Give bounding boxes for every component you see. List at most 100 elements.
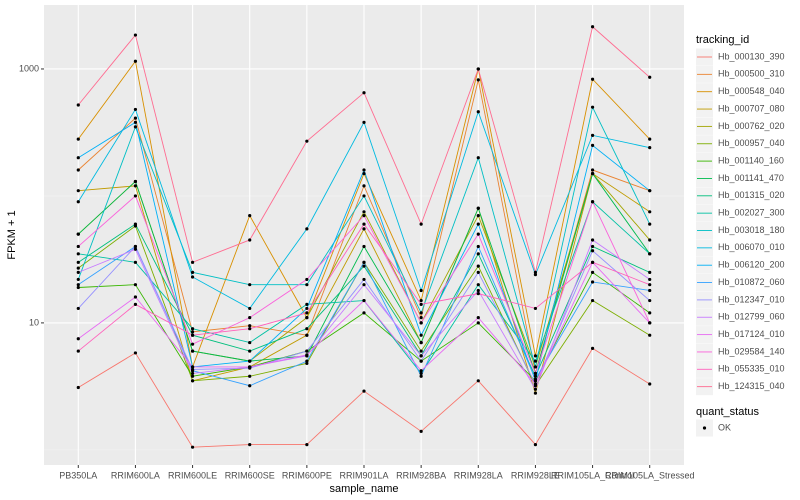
data-point: [76, 252, 80, 256]
data-point: [533, 443, 538, 447]
legend-label: Hb_124315_040: [718, 381, 785, 391]
data-point: [305, 283, 309, 287]
data-point: [133, 295, 138, 299]
legend-label: Hb_000500_310: [718, 69, 785, 79]
data-point: [533, 371, 538, 376]
data-point: [476, 206, 480, 210]
x-tick-label: RRIM928BA: [396, 470, 446, 480]
y-axis-title: FPKM + 1: [6, 210, 18, 259]
data-point: [133, 179, 138, 184]
data-point: [648, 311, 652, 315]
legend-label: Hb_006070_010: [718, 242, 785, 252]
legend-label: Hb_010872_060: [718, 277, 785, 287]
data-point: [362, 222, 366, 226]
data-point: [133, 302, 138, 306]
data-point: [362, 168, 366, 172]
data-point: [533, 359, 538, 363]
data-point: [419, 311, 423, 315]
data-point: [476, 321, 480, 325]
data-point: [419, 354, 423, 358]
data-point: [590, 249, 595, 253]
data-point: [419, 302, 423, 306]
data-point: [190, 379, 195, 383]
data-point: [533, 391, 538, 395]
data-point: [590, 200, 595, 204]
data-point: [590, 133, 595, 137]
data-point: [133, 247, 138, 251]
data-point: [590, 238, 595, 242]
data-point: [305, 302, 309, 306]
data-point: [190, 371, 195, 376]
data-point: [476, 252, 480, 256]
data-point: [419, 359, 423, 363]
legend-label: Hb_000707_080: [718, 103, 785, 113]
data-point: [476, 78, 480, 82]
data-point: [533, 270, 538, 274]
data-point: [533, 273, 538, 277]
y-tick-label: 10: [29, 317, 39, 327]
data-point: [590, 25, 595, 29]
data-point: [533, 354, 538, 358]
data-point: [76, 349, 80, 353]
data-point: [248, 340, 252, 345]
x-tick-label: RRIM901LA: [339, 470, 388, 480]
data-point: [190, 349, 195, 353]
data-point: [76, 283, 80, 287]
legend-label: Hb_017124_010: [718, 329, 785, 339]
legend-title: quant_status: [696, 406, 759, 418]
data-point: [476, 379, 480, 383]
data-point: [305, 306, 309, 311]
x-tick-label: RRIM600PE: [282, 470, 332, 480]
data-point: [362, 389, 366, 393]
data-point: [248, 324, 252, 328]
data-point: [76, 260, 80, 264]
data-point: [476, 110, 480, 114]
data-point: [362, 120, 366, 124]
data-point: [76, 270, 80, 274]
data-point: [362, 264, 366, 268]
data-point: [476, 213, 480, 218]
data-point: [648, 283, 652, 287]
data-point: [76, 337, 80, 341]
data-point: [305, 139, 309, 143]
legend-label: Hb_001141_470: [718, 173, 784, 183]
data-point: [362, 91, 366, 95]
data-point: [76, 385, 80, 390]
legend-swatch: [702, 426, 707, 430]
legend-label: Hb_012347_010: [718, 294, 785, 304]
data-point: [133, 260, 138, 264]
data-point: [533, 377, 538, 381]
data-point: [362, 227, 366, 231]
data-point: [305, 316, 309, 320]
data-point: [305, 311, 309, 315]
data-point: [419, 288, 423, 293]
data-point: [648, 333, 652, 337]
data-point: [305, 349, 309, 353]
data-point: [362, 311, 366, 315]
data-point: [419, 316, 423, 320]
data-point: [133, 222, 138, 226]
data-point: [476, 288, 480, 293]
data-point: [133, 184, 138, 188]
data-point: [248, 316, 252, 320]
data-point: [76, 244, 80, 249]
data-point: [133, 59, 138, 63]
data-point: [76, 306, 80, 311]
data-point: [76, 137, 80, 141]
data-point: [305, 359, 309, 363]
data-point: [190, 365, 195, 369]
data-point: [362, 244, 366, 249]
data-point: [133, 244, 138, 249]
data-point: [133, 194, 138, 198]
data-point: [533, 365, 538, 369]
data-point: [305, 353, 309, 357]
x-tick-label: RRIM600SE: [225, 470, 275, 480]
data-point: [190, 342, 195, 346]
legend-label: Hb_000957_040: [718, 138, 785, 148]
data-point: [362, 298, 366, 303]
data-point: [76, 200, 80, 204]
data-point: [248, 359, 252, 363]
data-point: [305, 361, 309, 365]
data-point: [476, 222, 480, 226]
